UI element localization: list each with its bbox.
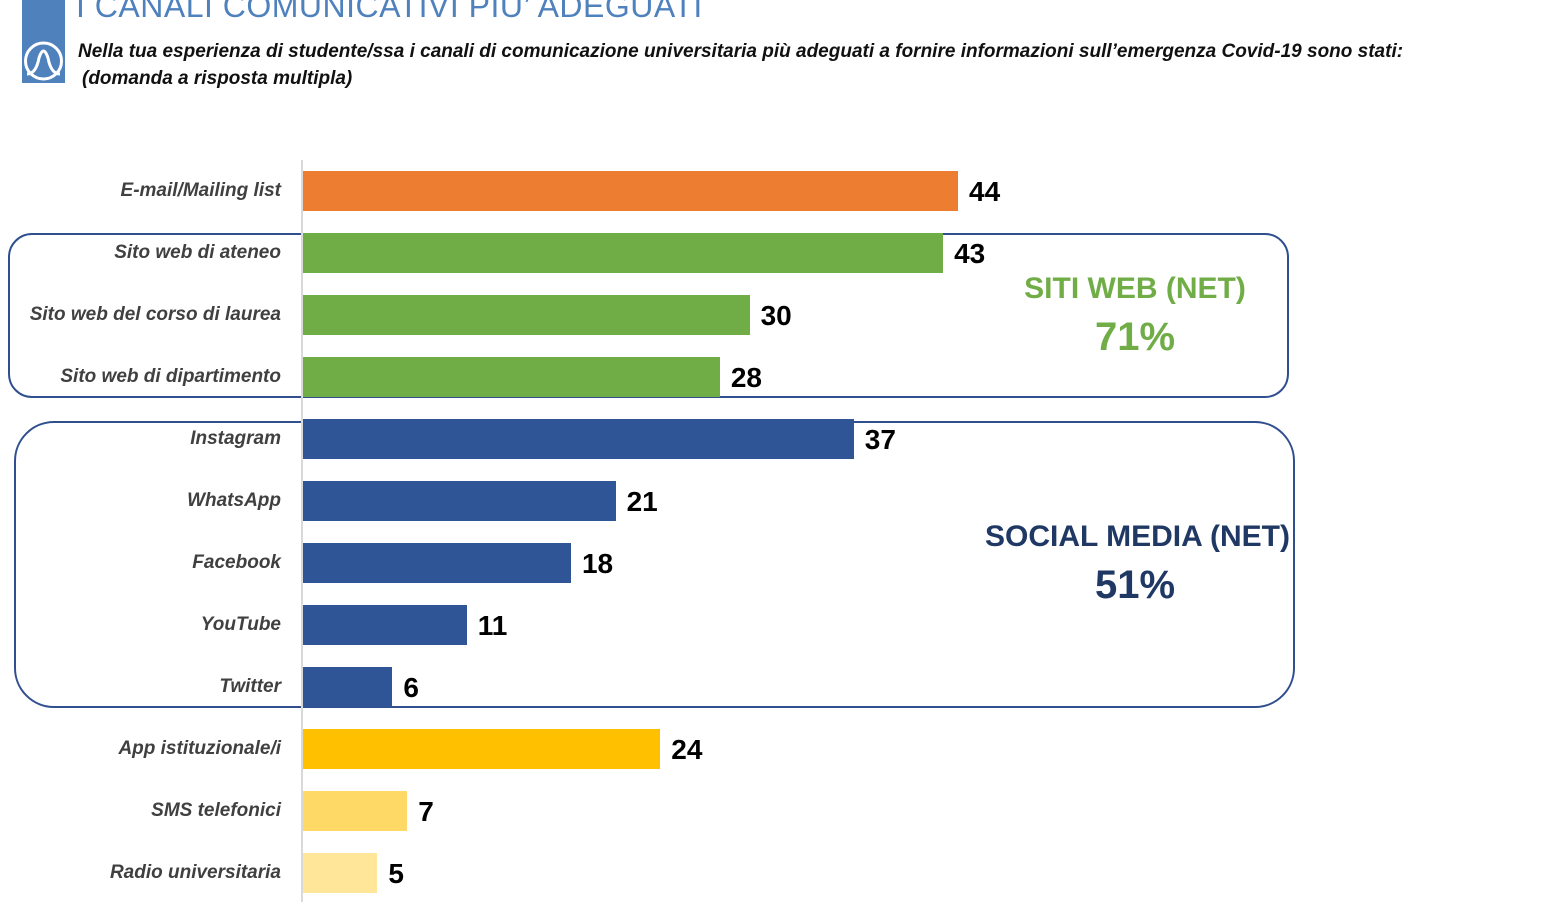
data-label: 28 — [730, 362, 762, 393]
category-label: WhatsApp — [187, 490, 281, 511]
category-label: Instagram — [190, 428, 281, 449]
data-label: 30 — [760, 300, 792, 331]
bar — [303, 853, 378, 893]
category-axis — [301, 160, 303, 902]
category-label: Sito web di dipartimento — [60, 366, 281, 387]
group-value-social-media: 51% — [1094, 563, 1176, 607]
category-label: Sito web del corso di laurea — [29, 304, 281, 325]
data-label: 21 — [626, 486, 658, 517]
data-label: 37 — [864, 424, 896, 455]
bar — [303, 605, 467, 645]
bar — [303, 295, 750, 335]
category-label: SMS telefonici — [151, 800, 281, 821]
data-label: 43 — [954, 238, 986, 269]
bar — [303, 729, 661, 769]
data-label: 5 — [388, 858, 404, 889]
data-label: 24 — [671, 734, 703, 765]
group-value-siti-web: 71% — [1094, 315, 1176, 359]
category-label: Facebook — [192, 552, 281, 573]
data-label: 6 — [403, 672, 419, 703]
question-text: Nella tua esperienza di studente/ssa i c… — [78, 41, 1404, 62]
bar — [303, 233, 944, 273]
question-note: (domanda a risposta multipla) — [82, 68, 353, 89]
data-label: 44 — [969, 176, 1001, 207]
data-label: 7 — [418, 796, 434, 827]
group-label-social-media: SOCIAL MEDIA (NET) — [985, 520, 1290, 553]
logo — [22, 0, 65, 83]
category-label: Sito web di ateneo — [114, 242, 281, 263]
category-label: Twitter — [219, 676, 281, 697]
category-label: YouTube — [200, 614, 281, 635]
bar — [303, 481, 616, 521]
data-label: 11 — [477, 610, 508, 641]
bar — [303, 791, 408, 831]
bar — [303, 543, 571, 583]
bar — [303, 357, 720, 397]
category-label: App istituzionale/i — [118, 738, 281, 759]
page-title: I CANALI COMUNICATIVI PIU’ ADEGUATI — [76, 0, 703, 24]
wave-circle-logo-icon — [24, 41, 63, 81]
group-label-siti-web: SITI WEB (NET) — [1024, 272, 1246, 305]
bar — [303, 419, 854, 459]
category-label: Radio universitaria — [109, 862, 281, 883]
bar — [303, 667, 393, 707]
category-label: E-mail/Mailing list — [120, 180, 281, 201]
bar — [303, 171, 958, 211]
data-label: 18 — [581, 548, 614, 579]
